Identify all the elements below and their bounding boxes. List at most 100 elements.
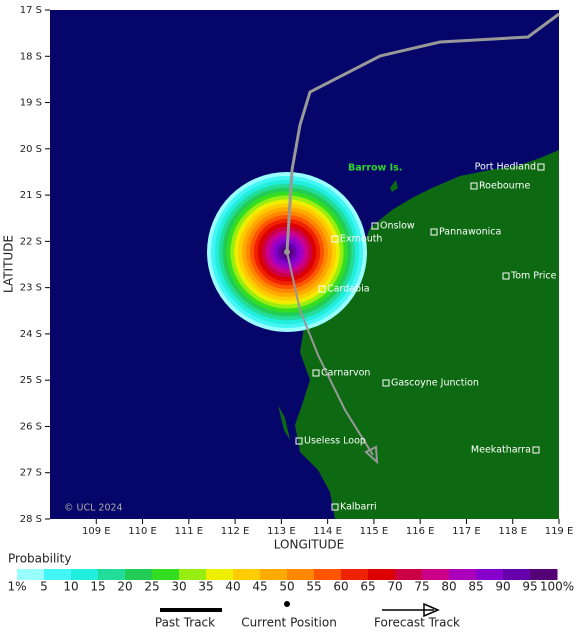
colorbar-segment [422, 569, 450, 580]
place-marker [295, 437, 303, 445]
place-label: Cardabia [327, 284, 370, 295]
place-label: Port Hedland [475, 162, 536, 173]
lat-tick-label: 18 S [20, 51, 42, 62]
colorbar-label: 55 [306, 580, 321, 594]
colorbar-segment [314, 569, 342, 580]
colorbar-label: 15 [90, 580, 105, 594]
colorbar-segment [44, 569, 72, 580]
place-label: Kalbarri [340, 502, 377, 513]
lat-tick-label: 24 S [20, 329, 42, 340]
colorbar-label: 85 [468, 580, 483, 594]
colorbar-segment [341, 569, 369, 580]
place-marker [371, 222, 379, 230]
colorbar-label: 20 [117, 580, 132, 594]
lat-tick-label: 23 S [20, 283, 42, 294]
lat-tick-label: 19 S [20, 98, 42, 109]
colorbar-segment [395, 569, 423, 580]
lon-tick-label: 119 E [545, 526, 574, 537]
lat-tick-label: 17 S [20, 5, 42, 16]
colorbar-label: 50 [279, 580, 294, 594]
lon-tick-label: 110 E [128, 526, 157, 537]
land [295, 150, 559, 519]
legend-arrowhead [423, 602, 440, 618]
place-label: Useless Loop [304, 436, 366, 447]
lon-tick-label: 111 E [175, 526, 204, 537]
x-axis-title: LONGITUDE [274, 538, 344, 552]
place-label: Roebourne [479, 181, 530, 192]
place-marker [470, 182, 478, 190]
place-label: Pannawonica [439, 227, 501, 238]
colorbar-label: 25 [144, 580, 159, 594]
place-label: Exmouth [340, 234, 382, 245]
colorbar-label: 60 [333, 580, 348, 594]
legend-title: Probability [8, 552, 71, 566]
lon-tick-label: 117 E [452, 526, 481, 537]
colorbar-segment [368, 569, 396, 580]
place-marker [430, 228, 438, 236]
colorbar-segment [152, 569, 180, 580]
forecast-arrowhead [364, 445, 379, 465]
y-axis-title: LATITUDE [2, 235, 16, 293]
colorbar-label: 5 [40, 580, 48, 594]
island [390, 180, 398, 192]
colorbar-label: 10 [63, 580, 78, 594]
copyright: © UCL 2024 [64, 503, 123, 514]
colorbar-segment [449, 569, 477, 580]
place-label: Gascoyne Junction [391, 378, 479, 389]
place-marker [382, 379, 390, 387]
colorbar-segment [233, 569, 261, 580]
lon-tick-label: 109 E [82, 526, 111, 537]
colorbar-label: 80 [441, 580, 456, 594]
place-marker [331, 235, 339, 243]
lat-tick-label: 27 S [20, 468, 42, 479]
colorbar-segment [179, 569, 207, 580]
colorbar-label: 100% [540, 580, 574, 594]
lat-tick-label: 20 S [20, 144, 42, 155]
colorbar-label: 40 [225, 580, 240, 594]
colorbar-segment [287, 569, 315, 580]
forecast-track [286, 251, 374, 456]
colorbar-label: 30 [171, 580, 186, 594]
lon-tick-label: 118 E [498, 526, 527, 537]
colorbar-label: 95 [522, 580, 537, 594]
colorbar-segment [17, 569, 45, 580]
legend-item: Past Track [155, 616, 215, 630]
legend-item: Current Position [241, 616, 337, 630]
place-label: Onslow [380, 221, 415, 232]
lat-tick-label: 22 S [20, 236, 42, 247]
colorbar-segment [98, 569, 126, 580]
colorbar-segment [476, 569, 504, 580]
colorbar-label: 70 [387, 580, 402, 594]
lat-tick-label: 26 S [20, 421, 42, 432]
lon-tick-label: 112 E [221, 526, 250, 537]
place-label: Carnarvon [321, 368, 370, 379]
colorbar-segment [71, 569, 99, 580]
place-marker [318, 285, 326, 293]
place-label: Meekatharra [471, 445, 531, 456]
colorbar-segment [260, 569, 288, 580]
legend-current-position [284, 601, 290, 607]
place-marker [312, 369, 320, 377]
colorbar-label: 75 [414, 580, 429, 594]
island [278, 405, 290, 440]
colorbar-segment [206, 569, 234, 580]
place-label: Tom Price [510, 271, 557, 282]
colorbar-segment [530, 569, 558, 580]
colorbar-segment [125, 569, 153, 580]
place-marker [532, 446, 540, 454]
colorbar-segment [503, 569, 531, 580]
colorbar-label: 35 [198, 580, 213, 594]
lon-tick-label: 113 E [267, 526, 296, 537]
colorbar-label: 90 [495, 580, 510, 594]
lon-tick-label: 114 E [313, 526, 342, 537]
place-marker [502, 272, 510, 280]
legend-item: Forecast Track [374, 616, 460, 630]
colorbar-label: 65 [360, 580, 375, 594]
lat-tick-label: 21 S [20, 190, 42, 201]
current-position [284, 249, 290, 255]
lat-tick-label: 28 S [20, 514, 42, 525]
lat-tick-label: 25 S [20, 375, 42, 386]
lon-tick-label: 116 E [406, 526, 435, 537]
place-marker [537, 163, 545, 171]
